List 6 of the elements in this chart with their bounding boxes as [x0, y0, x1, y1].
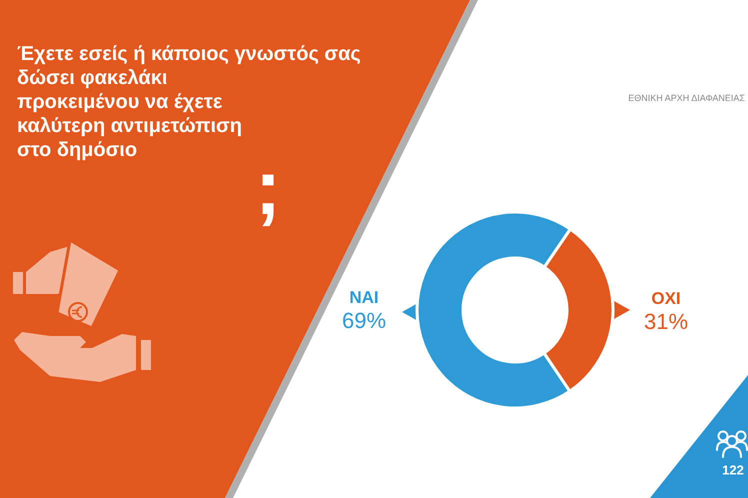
legend-label: ΟΧΙ — [651, 288, 681, 308]
text: 122 — [722, 462, 744, 478]
slice-label: ΝΑΙ — [349, 288, 379, 308]
data-label: 31% — [644, 308, 688, 334]
text: ΕΘΝΙΚΗ ΑΡΧΗ ΔΙΑΦΑΝΕΙΑΣ — [628, 93, 746, 103]
data-label: 69% — [342, 308, 386, 334]
